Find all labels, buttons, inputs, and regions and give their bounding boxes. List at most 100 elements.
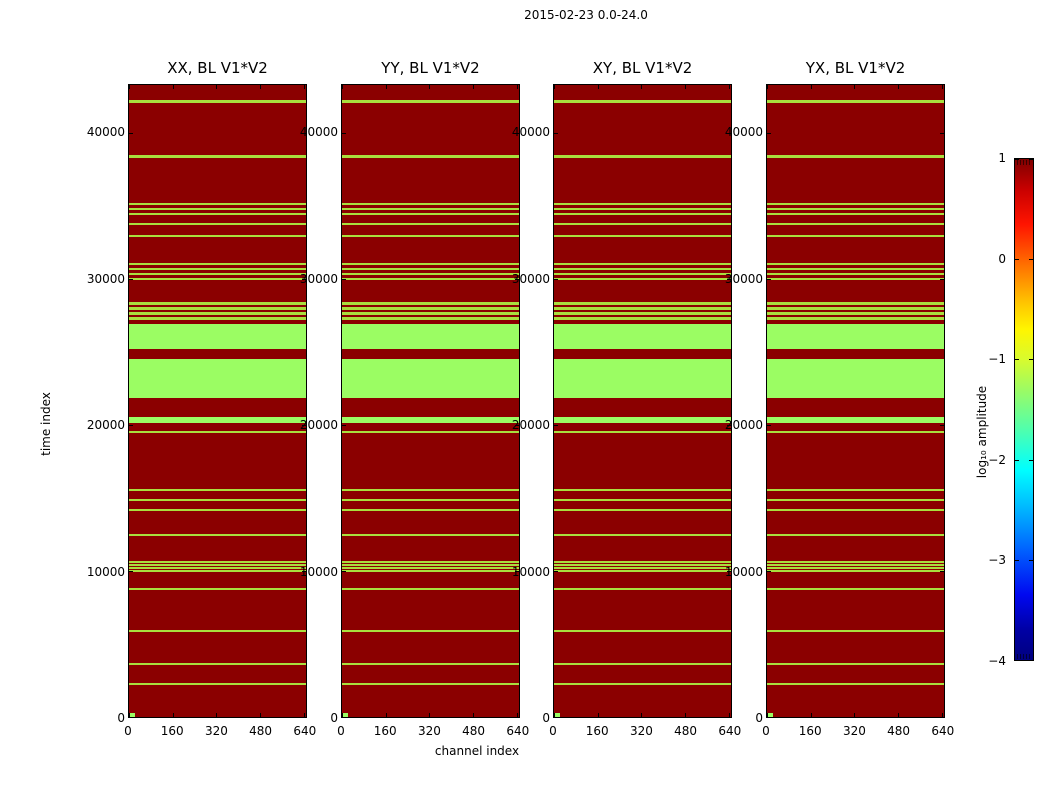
heatmap-stripe (342, 533, 519, 536)
heatmap-band (554, 323, 731, 349)
x-tick-label: 0 (124, 724, 132, 738)
axis-tick (727, 425, 731, 427)
heatmap-stripe (554, 662, 731, 666)
axis-tick (302, 133, 306, 135)
heatmap-stripe (767, 155, 944, 158)
heatmap-stripe (554, 533, 731, 536)
y-tick-label: 10000 (299, 564, 338, 579)
heatmap-stripe (129, 155, 306, 158)
heatmap-stripe (554, 100, 731, 104)
heatmap-stripe (342, 567, 519, 570)
heatmap-stripe (342, 268, 519, 271)
heatmap-stripe (767, 212, 944, 216)
heatmap-stripe (129, 263, 306, 266)
axis-tick (940, 133, 944, 135)
x-tick-label: 0 (337, 724, 345, 738)
y-tick-label: 30000 (299, 271, 338, 286)
heatmap-stripe (767, 488, 944, 491)
heatmap-stripe (129, 430, 306, 434)
axis-tick (342, 713, 343, 717)
axis-tick (767, 85, 768, 89)
subplot-title: XY, BL V1*V2 (592, 59, 693, 77)
heatmap-stripe (342, 430, 519, 434)
heatmap-stripe (129, 588, 306, 591)
x-tick-label: 480 (249, 724, 273, 738)
axis-tick (303, 85, 305, 89)
figure-title: 2015-02-23 0.0-24.0 (524, 8, 648, 22)
heatmap-stripe (767, 222, 944, 225)
heatmap-stripe (342, 312, 519, 315)
axis-tick (302, 279, 306, 281)
heatmap-stripe (554, 508, 731, 511)
heatmap-stripe (767, 588, 944, 591)
heatmap-stripe (129, 100, 306, 104)
axis-tick (129, 425, 133, 427)
colorbar-tick (1015, 359, 1019, 361)
heatmap-stripe (554, 430, 731, 434)
colorbar-tick (1029, 159, 1033, 160)
axis-tick (473, 85, 475, 89)
y-tick-label: 40000 (724, 125, 763, 140)
y-tick-label: 20000 (724, 418, 763, 433)
axis-tick (941, 713, 943, 717)
heatmap-stripe (554, 588, 731, 591)
axis-tick (260, 713, 262, 717)
x-tick-label: 0 (762, 724, 770, 738)
x-tick-label: 480 (462, 724, 486, 738)
axis-tick (940, 279, 944, 281)
axis-tick (767, 571, 771, 573)
axis-tick (597, 85, 599, 89)
heatmap-stripe (767, 567, 944, 570)
heatmap-stripe (129, 630, 306, 633)
y-tick-label: 10000 (724, 564, 763, 579)
origin-dot (343, 713, 349, 717)
heatmap-panel (341, 84, 520, 718)
axis-tick (767, 713, 768, 717)
axis-tick (515, 717, 519, 718)
colorbar-tick (1029, 359, 1033, 361)
heatmap-stripe (129, 508, 306, 511)
heatmap-stripe (767, 302, 944, 305)
heatmap-stripe (554, 277, 731, 281)
heatmap-stripe (129, 307, 306, 310)
heatmap-stripe (554, 563, 731, 566)
heatmap-stripe (129, 567, 306, 570)
colorbar (1014, 158, 1034, 661)
axis-tick (129, 279, 133, 281)
heatmap-stripe (129, 662, 306, 666)
colorbar-tick-label: −3 (988, 553, 1006, 568)
heatmap-stripe (129, 222, 306, 225)
x-tick-label: 320 (417, 724, 441, 738)
x-tick-label: 320 (842, 724, 866, 738)
x-tick-label: 640 (293, 724, 317, 738)
heatmap-stripe (767, 563, 944, 566)
axis-tick (385, 85, 387, 89)
axis-tick (941, 85, 943, 89)
y-tick-label: 30000 (511, 271, 550, 286)
heatmap-stripe (129, 202, 306, 206)
heatmap-stripe (554, 488, 731, 491)
y-tick-label: 20000 (511, 418, 550, 433)
axis-tick (429, 713, 431, 717)
axis-tick (342, 717, 346, 718)
heatmap-stripe (129, 312, 306, 315)
heatmap-stripe (554, 312, 731, 315)
heatmap-band (767, 417, 944, 423)
heatmap-stripe (767, 533, 944, 536)
heatmap-stripe (767, 100, 944, 104)
heatmap-stripe (554, 268, 731, 271)
heatmap-stripe (767, 272, 944, 276)
axis-tick (172, 85, 174, 89)
heatmap-stripe (554, 202, 731, 206)
heatmap-stripe (342, 100, 519, 104)
heatmap-stripe (767, 560, 944, 563)
heatmap-stripe (129, 212, 306, 216)
heatmap-band (129, 323, 306, 349)
heatmap-stripe (767, 202, 944, 206)
x-tick-label: 160 (160, 724, 184, 738)
y-tick-label: 0 (542, 711, 550, 725)
heatmap-stripe (342, 277, 519, 281)
axis-tick (385, 713, 387, 717)
heatmap-stripe (342, 207, 519, 211)
axis-tick (554, 713, 555, 717)
